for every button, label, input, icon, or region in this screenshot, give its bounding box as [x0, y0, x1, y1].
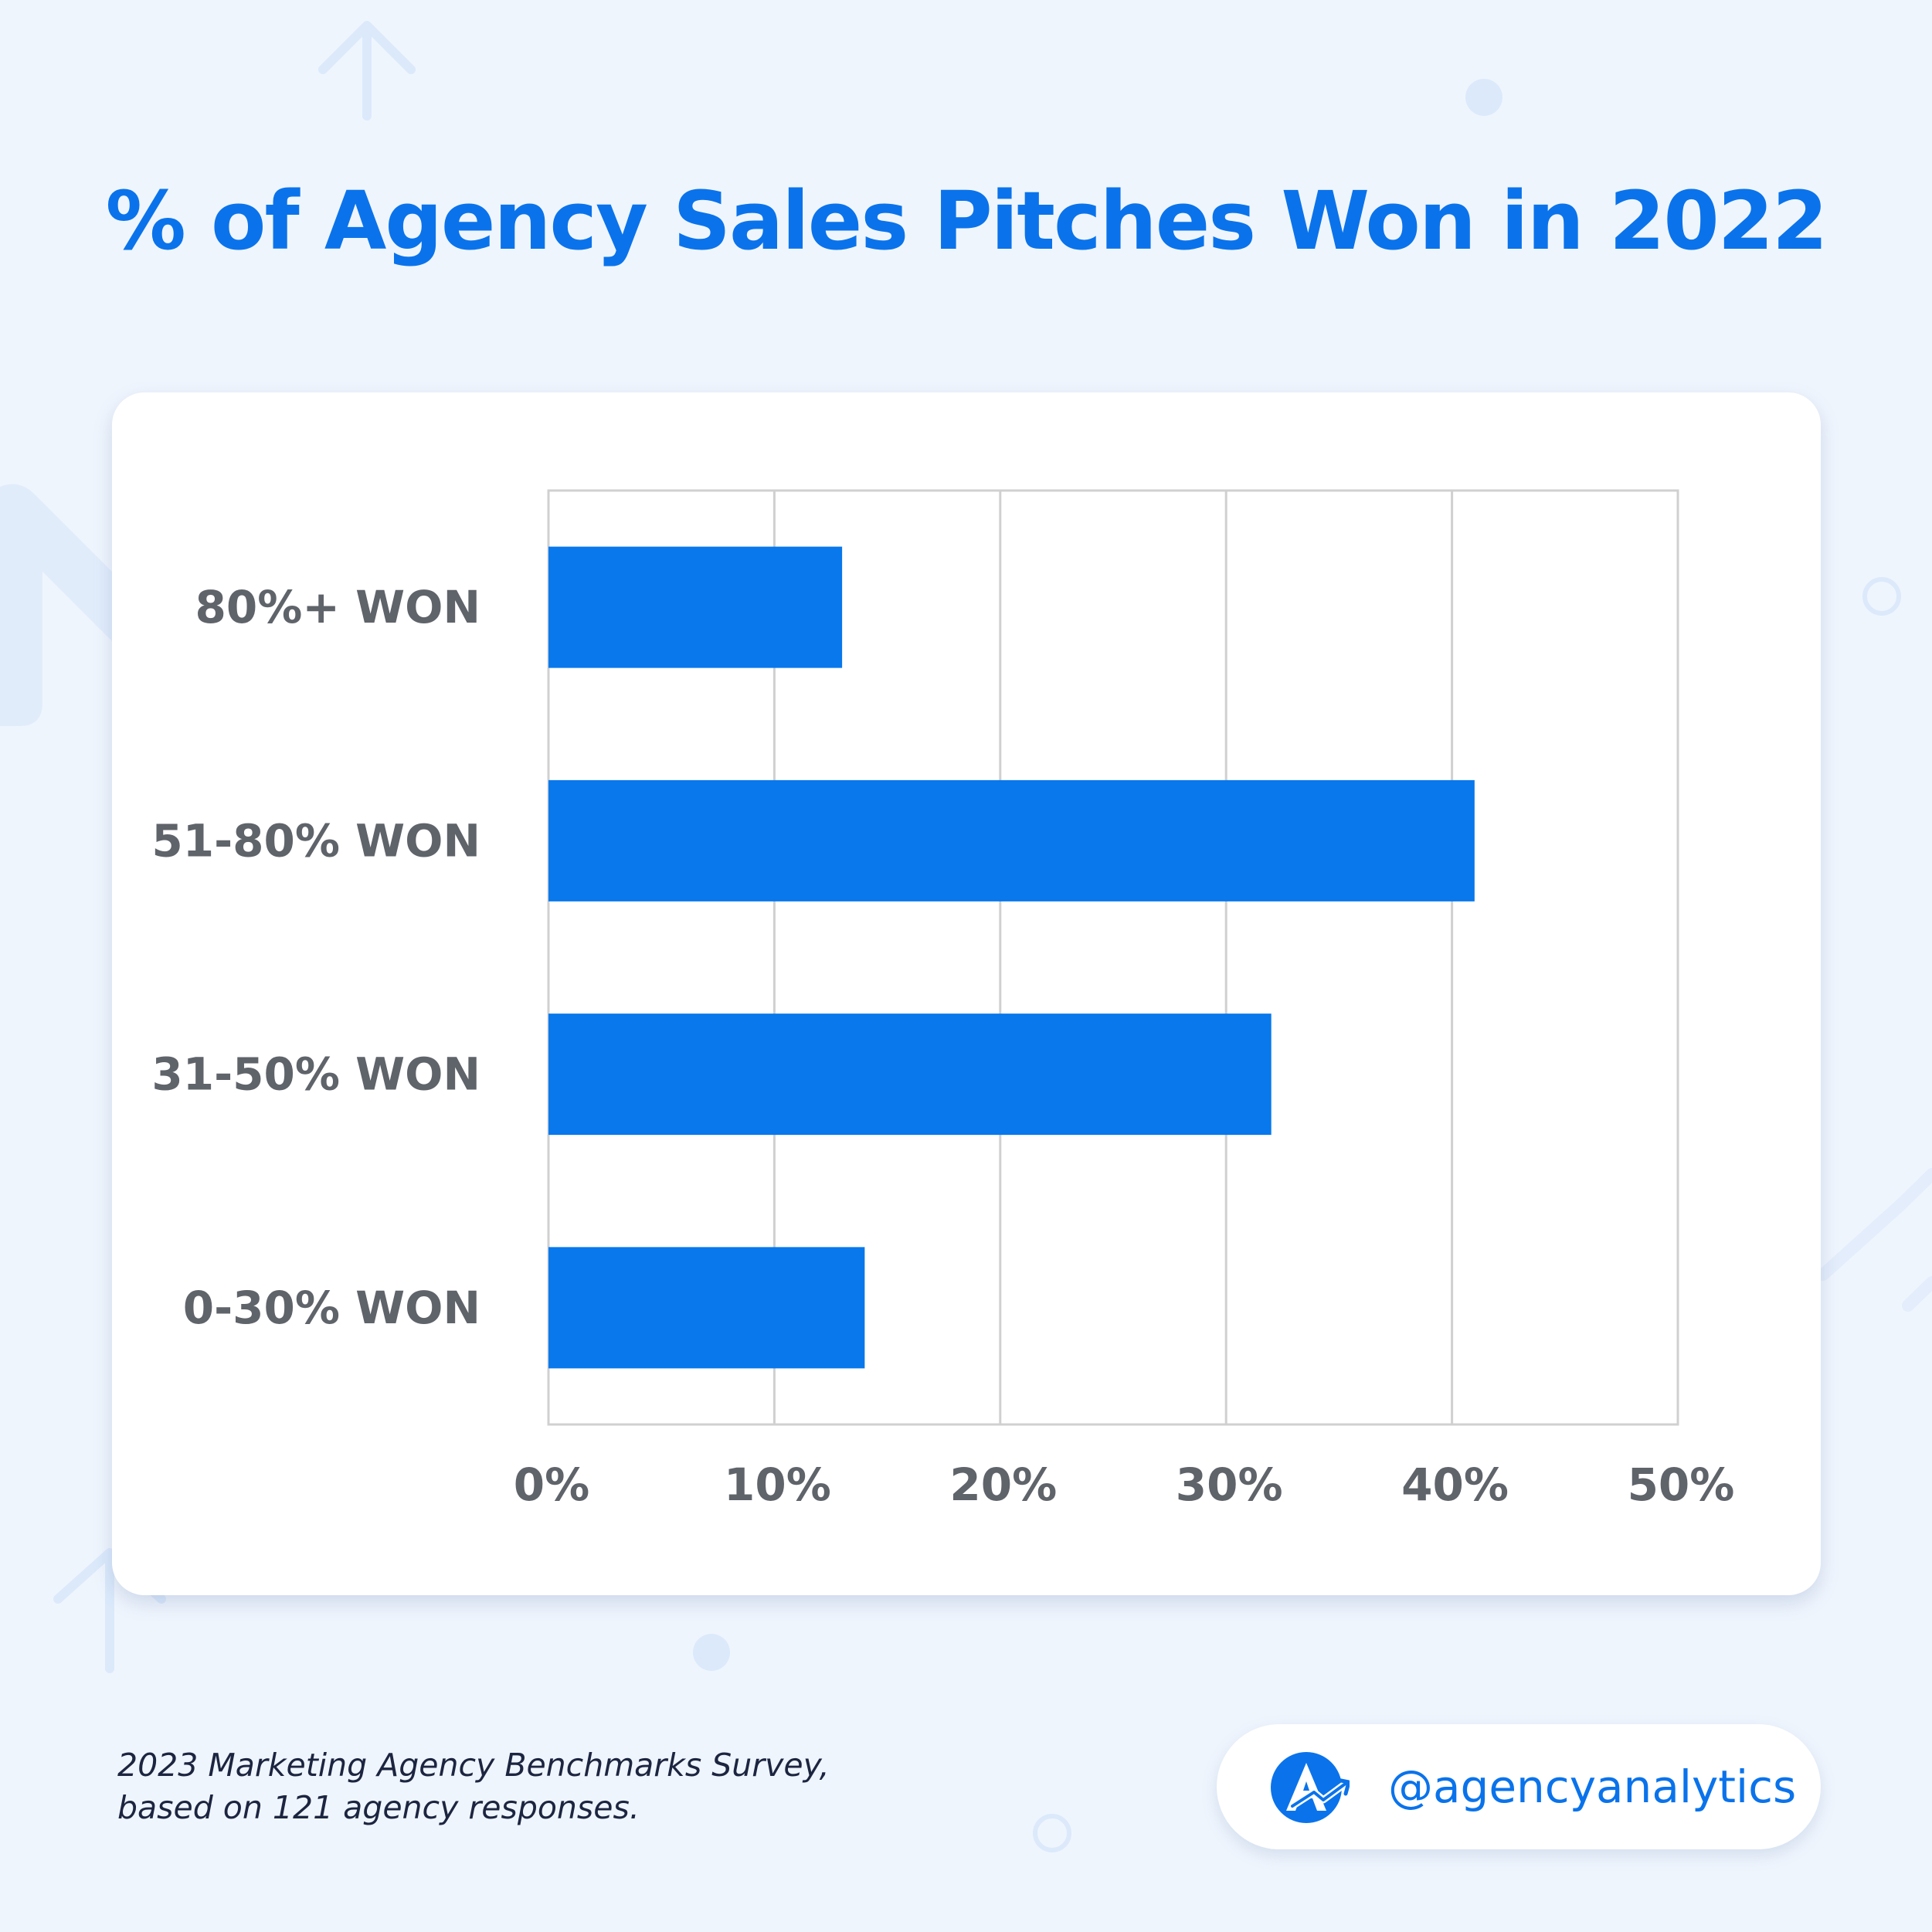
agencyanalytics-logo-icon [1271, 1752, 1350, 1823]
x-tick-label: 30% [1176, 1458, 1283, 1511]
arrow-trend-icon [1817, 1168, 1932, 1312]
brand-handle[interactable]: @agencyanalytics [1388, 1761, 1797, 1813]
ring-decor [1862, 577, 1901, 616]
category-label: 51-80% WON [151, 814, 480, 867]
arrow-up-icon [318, 21, 416, 121]
category-label: 31-50% WON [151, 1048, 480, 1101]
x-tick-label: 50% [1628, 1458, 1735, 1511]
plot-frame [547, 489, 1679, 1426]
x-tick-label: 20% [949, 1458, 1057, 1511]
bar-chart: 80%+ WON 51-80% WON 31-50% WON 0-30% WON 0% 1… [151, 489, 1735, 1511]
category-label: 80%+ WON [195, 581, 480, 633]
analytics-glyph-decor [0, 484, 124, 726]
chart-card: 80%+ WON 51-80% WON 31-50% WON 0-30% WON 0% 1… [112, 392, 1821, 1595]
footnote-line: based on 121 agency responses. [117, 1789, 640, 1826]
x-tick-label: 0% [514, 1458, 589, 1511]
category-label: 0-30% WON [183, 1282, 480, 1334]
footnote-line: 2023 Marketing Agency Benchmarks Survey, [117, 1747, 830, 1784]
ring-decor [1033, 1814, 1071, 1852]
bar [548, 1247, 865, 1369]
bar [548, 1014, 1272, 1136]
bar [548, 546, 843, 668]
page-title: % of Agency Sales Pitches Won in 2022 [105, 174, 1828, 268]
brand-badge[interactable]: @agencyanalytics [1217, 1724, 1821, 1849]
dot-decor [1465, 79, 1502, 116]
x-tick-label: 10% [724, 1458, 831, 1511]
source-footnote: 2023 Marketing Agency Benchmarks Survey,… [117, 1744, 830, 1829]
dot-decor [693, 1634, 730, 1671]
bar [548, 779, 1475, 901]
x-tick-label: 40% [1401, 1458, 1509, 1511]
